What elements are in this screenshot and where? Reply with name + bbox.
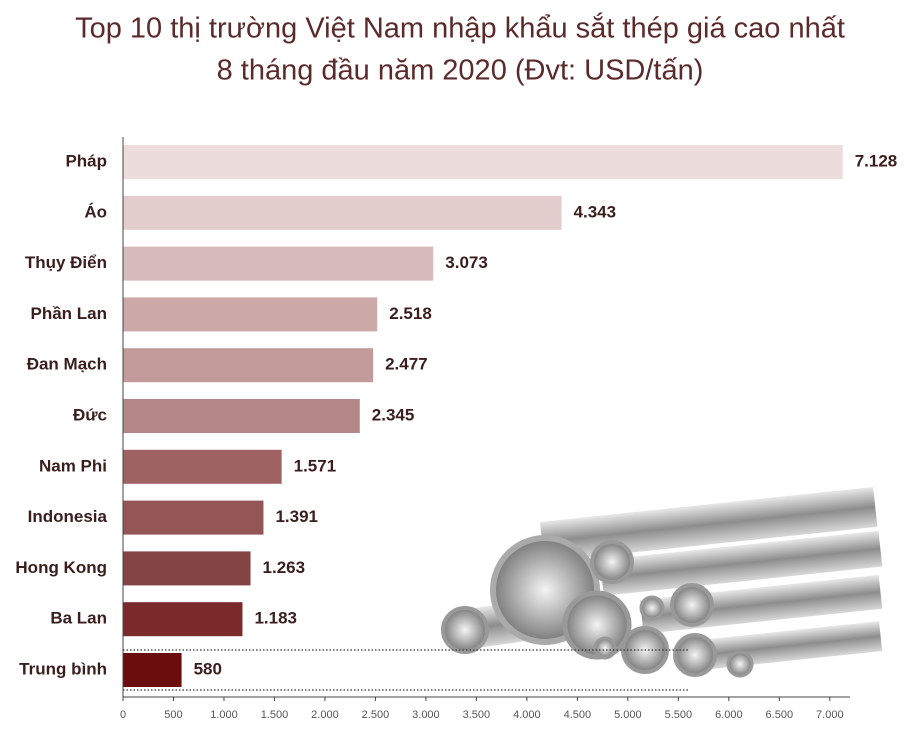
bar — [123, 195, 562, 230]
category-label: Đức — [73, 405, 107, 424]
x-tick-label: 6.000 — [715, 709, 743, 721]
x-tick-label: 3.500 — [463, 709, 491, 721]
bar — [123, 399, 360, 433]
chart-title: Top 10 thị trường Việt Nam nhập khẩu sắt… — [75, 12, 845, 45]
value-label: 1.183 — [254, 609, 297, 628]
value-label: 1.263 — [263, 558, 306, 577]
x-tick-label: 6.500 — [766, 709, 794, 721]
x-tick-label: 3.000 — [412, 709, 440, 721]
x-tick-label: 5.500 — [665, 709, 693, 721]
bar — [123, 449, 282, 484]
bar — [123, 602, 243, 637]
chart-subtitle: 8 tháng đầu năm 2020 (Đvt: USD/tấn) — [217, 55, 704, 87]
bar — [123, 348, 374, 383]
bar — [123, 500, 264, 535]
x-tick-label: 1.000 — [210, 709, 238, 721]
bar — [123, 653, 182, 687]
category-label: Đan Mạch — [27, 355, 107, 374]
value-label: 1.391 — [275, 507, 318, 526]
category-label: Indonesia — [28, 507, 108, 526]
category-label: Nam Phi — [39, 456, 107, 475]
x-tick-label: 4.500 — [564, 709, 592, 721]
category-label: Hong Kong — [15, 558, 107, 577]
bar — [123, 297, 378, 332]
x-tick-label: 5.000 — [614, 709, 642, 721]
category-label: Thụy Điển — [25, 253, 107, 272]
x-tick-label: 2.000 — [311, 709, 339, 721]
value-label: 580 — [194, 659, 222, 678]
value-label: 1.571 — [294, 456, 337, 475]
bar — [123, 551, 251, 586]
x-tick-label: 2.500 — [362, 709, 390, 721]
value-label: 4.343 — [574, 202, 617, 221]
x-tick-label: 0 — [120, 709, 126, 721]
value-label: 2.477 — [385, 355, 428, 374]
pipes-illustration — [441, 486, 883, 678]
category-label: Áo — [84, 202, 107, 221]
value-label: 7.128 — [855, 151, 898, 170]
category-label: Ba Lan — [50, 609, 107, 628]
x-tick-label: 500 — [164, 709, 182, 721]
x-tick-label: 7.000 — [816, 709, 844, 721]
category-label: Phần Lan — [30, 304, 107, 323]
value-label: 2.518 — [389, 304, 432, 323]
x-tick-label: 4.000 — [513, 709, 541, 721]
value-label: 2.345 — [372, 405, 415, 424]
x-tick-label: 1.500 — [261, 709, 289, 721]
category-label: Trung bình — [19, 659, 107, 678]
value-label: 3.073 — [445, 253, 488, 272]
bar — [123, 145, 843, 179]
category-label: Pháp — [65, 151, 107, 170]
bar — [123, 246, 434, 281]
